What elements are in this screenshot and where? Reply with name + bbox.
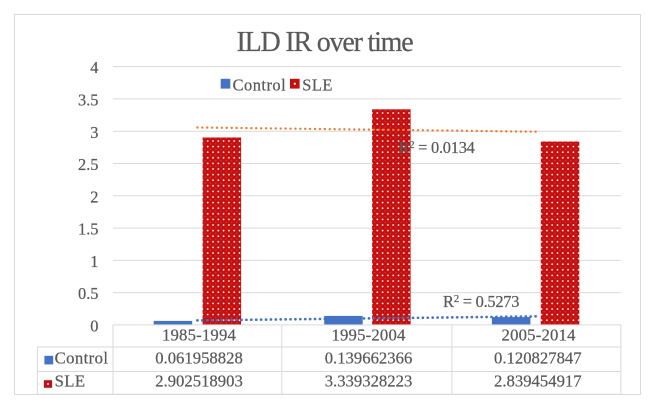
svg-text:ILD IR over time: ILD IR over time — [237, 27, 414, 58]
svg-text:4: 4 — [90, 58, 98, 77]
svg-text:R2 = 0.5273: R2 = 0.5273 — [443, 292, 519, 311]
svg-text:3: 3 — [90, 123, 98, 142]
svg-text:3.5: 3.5 — [78, 91, 99, 110]
svg-text:0.120827847: 0.120827847 — [494, 349, 582, 368]
svg-text:SLE: SLE — [302, 75, 333, 94]
svg-text:1: 1 — [90, 252, 98, 271]
svg-text:2.902518903: 2.902518903 — [155, 371, 243, 390]
svg-text:0.061958828: 0.061958828 — [155, 349, 243, 368]
svg-text:2.839454917: 2.839454917 — [494, 371, 582, 390]
svg-text:1995-2004: 1995-2004 — [331, 325, 406, 344]
svg-text:Control: Control — [55, 349, 109, 368]
svg-text:2: 2 — [90, 187, 98, 206]
svg-text:Control: Control — [233, 75, 287, 94]
svg-text:3.339328223: 3.339328223 — [325, 371, 413, 390]
svg-text:0.139662366: 0.139662366 — [325, 349, 413, 368]
svg-text:1985-1994: 1985-1994 — [162, 325, 237, 344]
svg-text:2005-2014: 2005-2014 — [502, 325, 577, 344]
svg-text:1.5: 1.5 — [78, 220, 99, 239]
svg-text:2.5: 2.5 — [78, 155, 99, 174]
svg-text:R2 = 0.0134: R2 = 0.0134 — [398, 138, 474, 157]
svg-text:0.5: 0.5 — [78, 284, 99, 303]
svg-text:0: 0 — [90, 317, 98, 336]
svg-text:SLE: SLE — [55, 371, 86, 390]
